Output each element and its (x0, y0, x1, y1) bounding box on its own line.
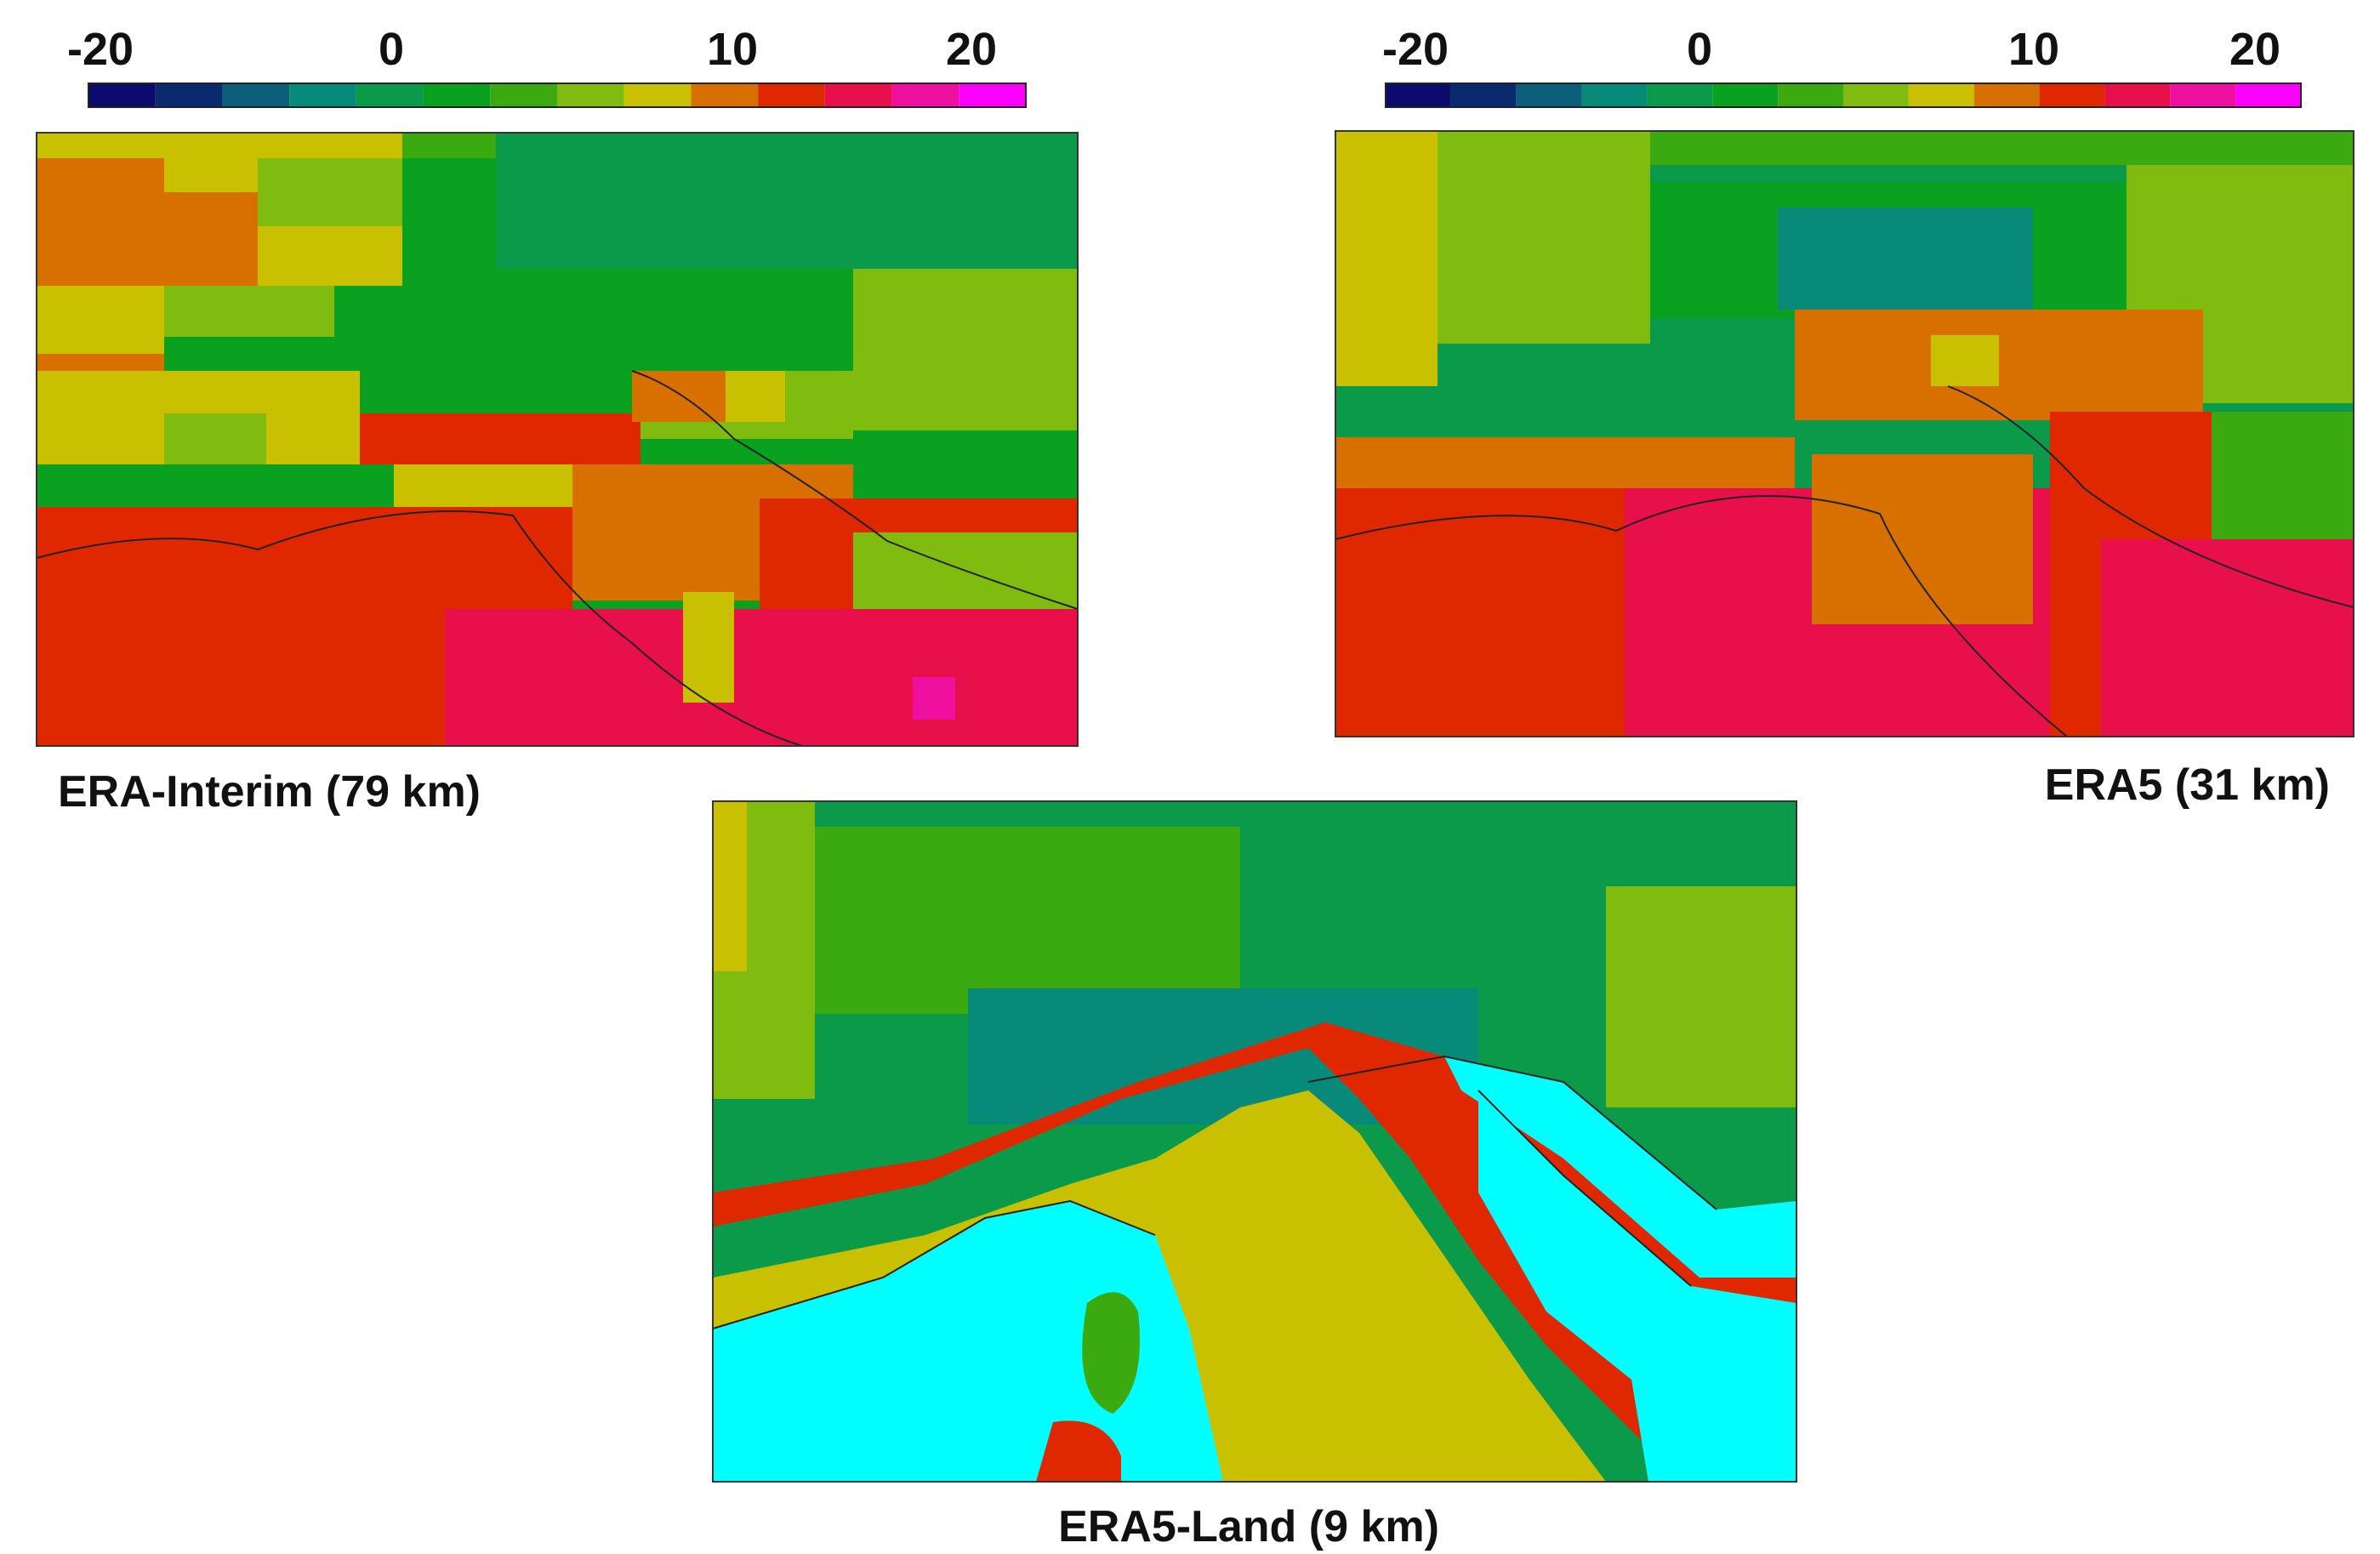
colorbar-frame (88, 83, 1027, 108)
map-panel (1335, 130, 2354, 737)
colorbar-tick-label: 0 (1687, 24, 1712, 75)
colorbar-tick-label: 0 (379, 24, 404, 75)
panel-caption: ERA5-Land (9 km) (1058, 1502, 1439, 1551)
colorbar-segment (557, 83, 624, 107)
colorbar-segment (824, 83, 892, 107)
colorbar-segment (155, 83, 223, 107)
colorbar-segment (222, 83, 290, 107)
colorbar-tick-label: -20 (1382, 24, 1449, 75)
colorbar-segment (1778, 83, 1843, 107)
colorbar-tick-label: -20 (67, 24, 134, 75)
colorbar-segment (1908, 83, 1974, 107)
colorbar (88, 83, 1027, 108)
colorbar-segment (1973, 83, 2040, 107)
colorbar-segment (1516, 83, 1582, 107)
map-panel (36, 132, 1079, 747)
colorbar-tick-label: 20 (2229, 24, 2280, 75)
colorbar-segment (356, 83, 424, 107)
panel-caption: ERA-Interim (79 km) (58, 767, 481, 817)
colorbar-segment (2235, 83, 2301, 107)
colorbar-segment (758, 83, 825, 107)
colorbar-segment (1647, 83, 1713, 107)
colorbar-tick-label: 20 (946, 24, 997, 75)
colorbar-segment (88, 83, 156, 107)
colorbar-frame (1385, 83, 2302, 108)
colorbar-segment (1581, 83, 1648, 107)
colorbar (1385, 83, 2302, 108)
colorbar-segment (1450, 83, 1517, 107)
colorbar-segment (1712, 83, 1779, 107)
colorbar-segment (691, 83, 759, 107)
colorbar-segment (1386, 83, 1451, 107)
colorbar-segment (2039, 83, 2105, 107)
map-panel (712, 800, 1797, 1483)
colorbar-segment (959, 83, 1026, 107)
panel-caption: ERA5 (31 km) (2045, 760, 2330, 810)
colorbar-segment (1843, 83, 1909, 107)
colorbar-segment (891, 83, 959, 107)
colorbar-segment (2104, 83, 2171, 107)
colorbar-segment (623, 83, 692, 107)
colorbar-segment (289, 83, 356, 107)
colorbar-tick-label: 10 (707, 24, 758, 75)
colorbar-segment (423, 83, 491, 107)
colorbar-segment (2170, 83, 2236, 107)
colorbar-segment (490, 83, 557, 107)
colorbar-tick-label: 10 (2008, 24, 2059, 75)
